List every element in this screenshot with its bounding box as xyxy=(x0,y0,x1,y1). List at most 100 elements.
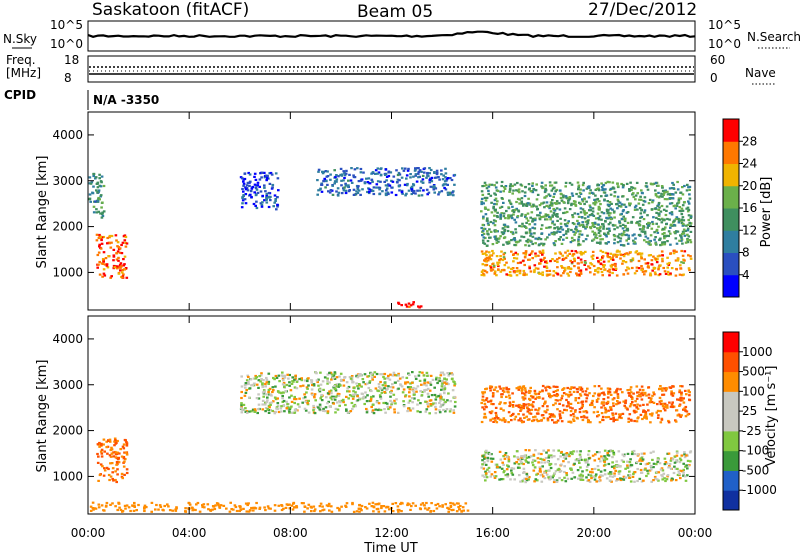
scatter-cell-3 xyxy=(342,189,346,192)
scatter-cell-0 xyxy=(122,235,126,238)
scatter-cell-5 xyxy=(516,181,519,185)
scatter-cell-1 xyxy=(326,402,329,405)
scatter-cell-4 xyxy=(682,273,685,276)
scatter-cell-4 xyxy=(661,260,664,263)
scatter-cell-4 xyxy=(596,270,600,273)
scatter-cell-3 xyxy=(593,392,597,395)
scatter-cell-5 xyxy=(503,186,506,189)
scatter-cell-2 xyxy=(542,458,546,461)
scatter-cell-5 xyxy=(562,211,565,215)
scatter-cell-4 xyxy=(609,258,613,261)
scatter-cell-5 xyxy=(687,235,691,238)
scatter-cell-4 xyxy=(551,258,554,261)
scatter-cell-1 xyxy=(425,371,429,374)
scatter-cell-2 xyxy=(613,472,616,475)
scatter-cell-3 xyxy=(440,173,443,176)
scatter-cell-3 xyxy=(658,387,661,390)
scatter-cell-1 xyxy=(265,378,269,381)
scatter-cell-1 xyxy=(281,375,285,378)
scatter-cell-3 xyxy=(640,398,644,401)
scatter-cell-1 xyxy=(411,388,415,391)
scatter-cell-0 xyxy=(118,266,122,269)
scatter-cell-5 xyxy=(550,189,554,192)
scatter-cell-4 xyxy=(647,254,651,257)
scatter-cell-2 xyxy=(242,194,245,197)
scatter-cell-5 xyxy=(637,202,641,205)
scatter-cell-3 xyxy=(567,402,570,405)
scatter-cell-5 xyxy=(669,243,672,246)
scatter-cell-0 xyxy=(96,461,100,464)
scatter-cell-4 xyxy=(590,263,594,266)
scatter-cell-0 xyxy=(114,450,117,454)
scatter-cell-0 xyxy=(109,276,112,279)
scatter-cell-4 xyxy=(330,505,333,508)
scatter-cell-5 xyxy=(605,194,608,197)
scatter-cell-3 xyxy=(678,389,682,392)
scatter-cell-4 xyxy=(679,267,683,270)
scatter-cell-5 xyxy=(526,212,530,215)
scatter-cell-2 xyxy=(511,473,515,476)
scatter-cell-5 xyxy=(664,189,667,192)
scatter-cell-2 xyxy=(663,457,667,460)
scatter-cell-3 xyxy=(656,416,660,419)
scatter-cell-3 xyxy=(344,172,348,175)
scatter-cell-3 xyxy=(387,170,391,173)
scatter-cell-5 xyxy=(621,223,625,226)
scatter-cell-2 xyxy=(264,174,268,177)
colorbar-segment xyxy=(723,274,739,298)
scatter-cell-5 xyxy=(506,229,510,233)
scatter-cell-1 xyxy=(398,377,402,380)
scatter-cell-5 xyxy=(481,193,485,196)
scatter-cell-5 xyxy=(677,221,681,224)
scatter-cell-4 xyxy=(531,257,534,260)
scatter-cell-5 xyxy=(667,234,670,238)
scatter-cell-2 xyxy=(670,457,673,460)
scatter-cell-5 xyxy=(670,211,674,214)
scatter-cell-4 xyxy=(277,504,281,507)
scatter-cell-3 xyxy=(507,421,510,424)
scatter-cell-4 xyxy=(687,267,691,270)
scatter-cell-3 xyxy=(641,394,645,397)
scatter-cell-4 xyxy=(560,265,563,268)
scatter-cell-2 xyxy=(534,449,537,452)
scatter-cell-3 xyxy=(348,173,351,176)
scatter-cell-3 xyxy=(509,403,512,406)
scatter-cell-2 xyxy=(567,453,571,456)
scatter-cell-5 xyxy=(495,230,498,233)
scatter-cell-4 xyxy=(321,505,324,508)
scatter-cell-5 xyxy=(589,209,593,212)
scatter-cell-1 xyxy=(281,377,285,381)
scatter-cell-3 xyxy=(593,385,597,388)
scatter-cell-5 xyxy=(524,186,527,189)
scatter-cell-5 xyxy=(648,243,652,246)
scatter-cell-5 xyxy=(487,189,490,192)
colorbar-tick-label: 100 xyxy=(742,384,765,398)
scatter-cell-3 xyxy=(433,191,436,194)
scatter-cell-5 xyxy=(670,187,674,190)
colorbar-segment xyxy=(723,119,739,142)
scatter-cell-5 xyxy=(638,233,642,236)
scatter-cell-4 xyxy=(457,502,460,505)
scatter-cell-5 xyxy=(681,186,684,189)
scatter-cell-2 xyxy=(664,479,667,483)
scatter-cell-5 xyxy=(537,244,541,247)
scatter-cell-4 xyxy=(449,505,453,509)
scatter-cell-1 xyxy=(276,402,280,405)
scatter-cell-4 xyxy=(563,268,567,271)
scatter-cell-5 xyxy=(513,218,516,221)
scatter-cell-4 xyxy=(680,261,683,264)
scatter-cell-5 xyxy=(493,208,497,212)
scatter-cell-5 xyxy=(555,231,558,234)
scatter-cell-3 xyxy=(529,412,533,415)
scatter-cell-5 xyxy=(548,181,552,184)
scatter-cell-3 xyxy=(657,414,660,417)
scatter-cell-3 xyxy=(555,420,559,424)
scatter-cell-1 xyxy=(328,390,331,393)
scatter-cell-3 xyxy=(385,193,388,196)
scatter-cell-1 xyxy=(423,389,426,392)
scatter-cell-3 xyxy=(520,389,524,392)
scatter-cell-2 xyxy=(682,474,685,477)
scatter-cell-5 xyxy=(570,183,574,186)
scatter-cell-4 xyxy=(421,502,425,505)
scatter-cell-5 xyxy=(504,185,508,188)
